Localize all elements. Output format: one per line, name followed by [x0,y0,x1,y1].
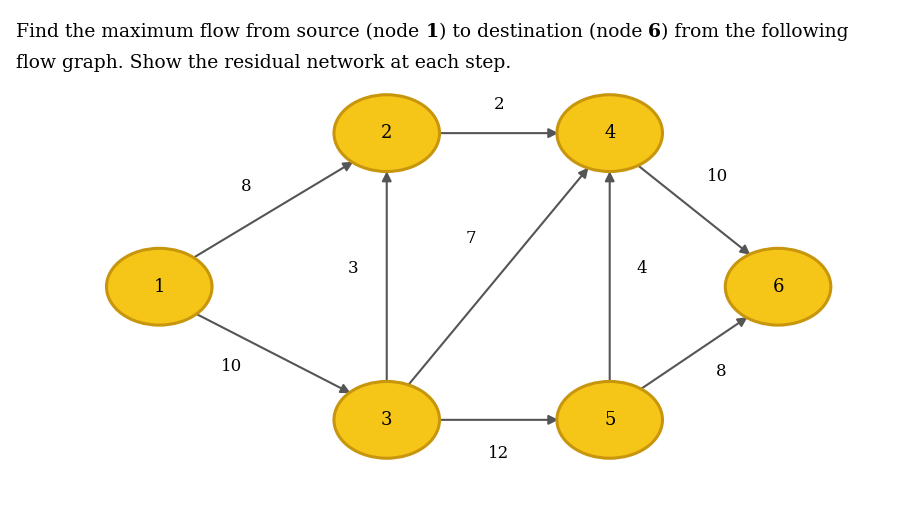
Ellipse shape [334,95,440,172]
Text: 10: 10 [221,357,243,375]
Text: 2: 2 [381,124,392,142]
Text: 8: 8 [716,362,727,380]
Text: ) to destination (node: ) to destination (node [439,23,648,41]
Text: 1: 1 [426,23,439,41]
Ellipse shape [334,381,440,458]
Text: 8: 8 [240,178,251,196]
Text: 4: 4 [604,124,615,142]
Text: 3: 3 [381,411,392,429]
Text: 7: 7 [466,229,477,247]
Ellipse shape [557,95,662,172]
Text: 12: 12 [488,444,510,462]
Text: flow graph. Show the residual network at each step.: flow graph. Show the residual network at… [16,54,511,72]
Text: 6: 6 [648,23,661,41]
Text: Find the maximum flow from source (node: Find the maximum flow from source (node [16,23,426,41]
Text: 1: 1 [154,278,165,296]
Text: 6: 6 [773,278,784,296]
Text: 4: 4 [636,260,647,278]
Text: 10: 10 [706,168,728,185]
Text: 2: 2 [493,96,504,114]
Text: ) from the following: ) from the following [661,23,848,41]
Text: 5: 5 [604,411,615,429]
Ellipse shape [725,248,831,325]
Ellipse shape [557,381,662,458]
Ellipse shape [106,248,212,325]
Text: 3: 3 [348,260,359,278]
